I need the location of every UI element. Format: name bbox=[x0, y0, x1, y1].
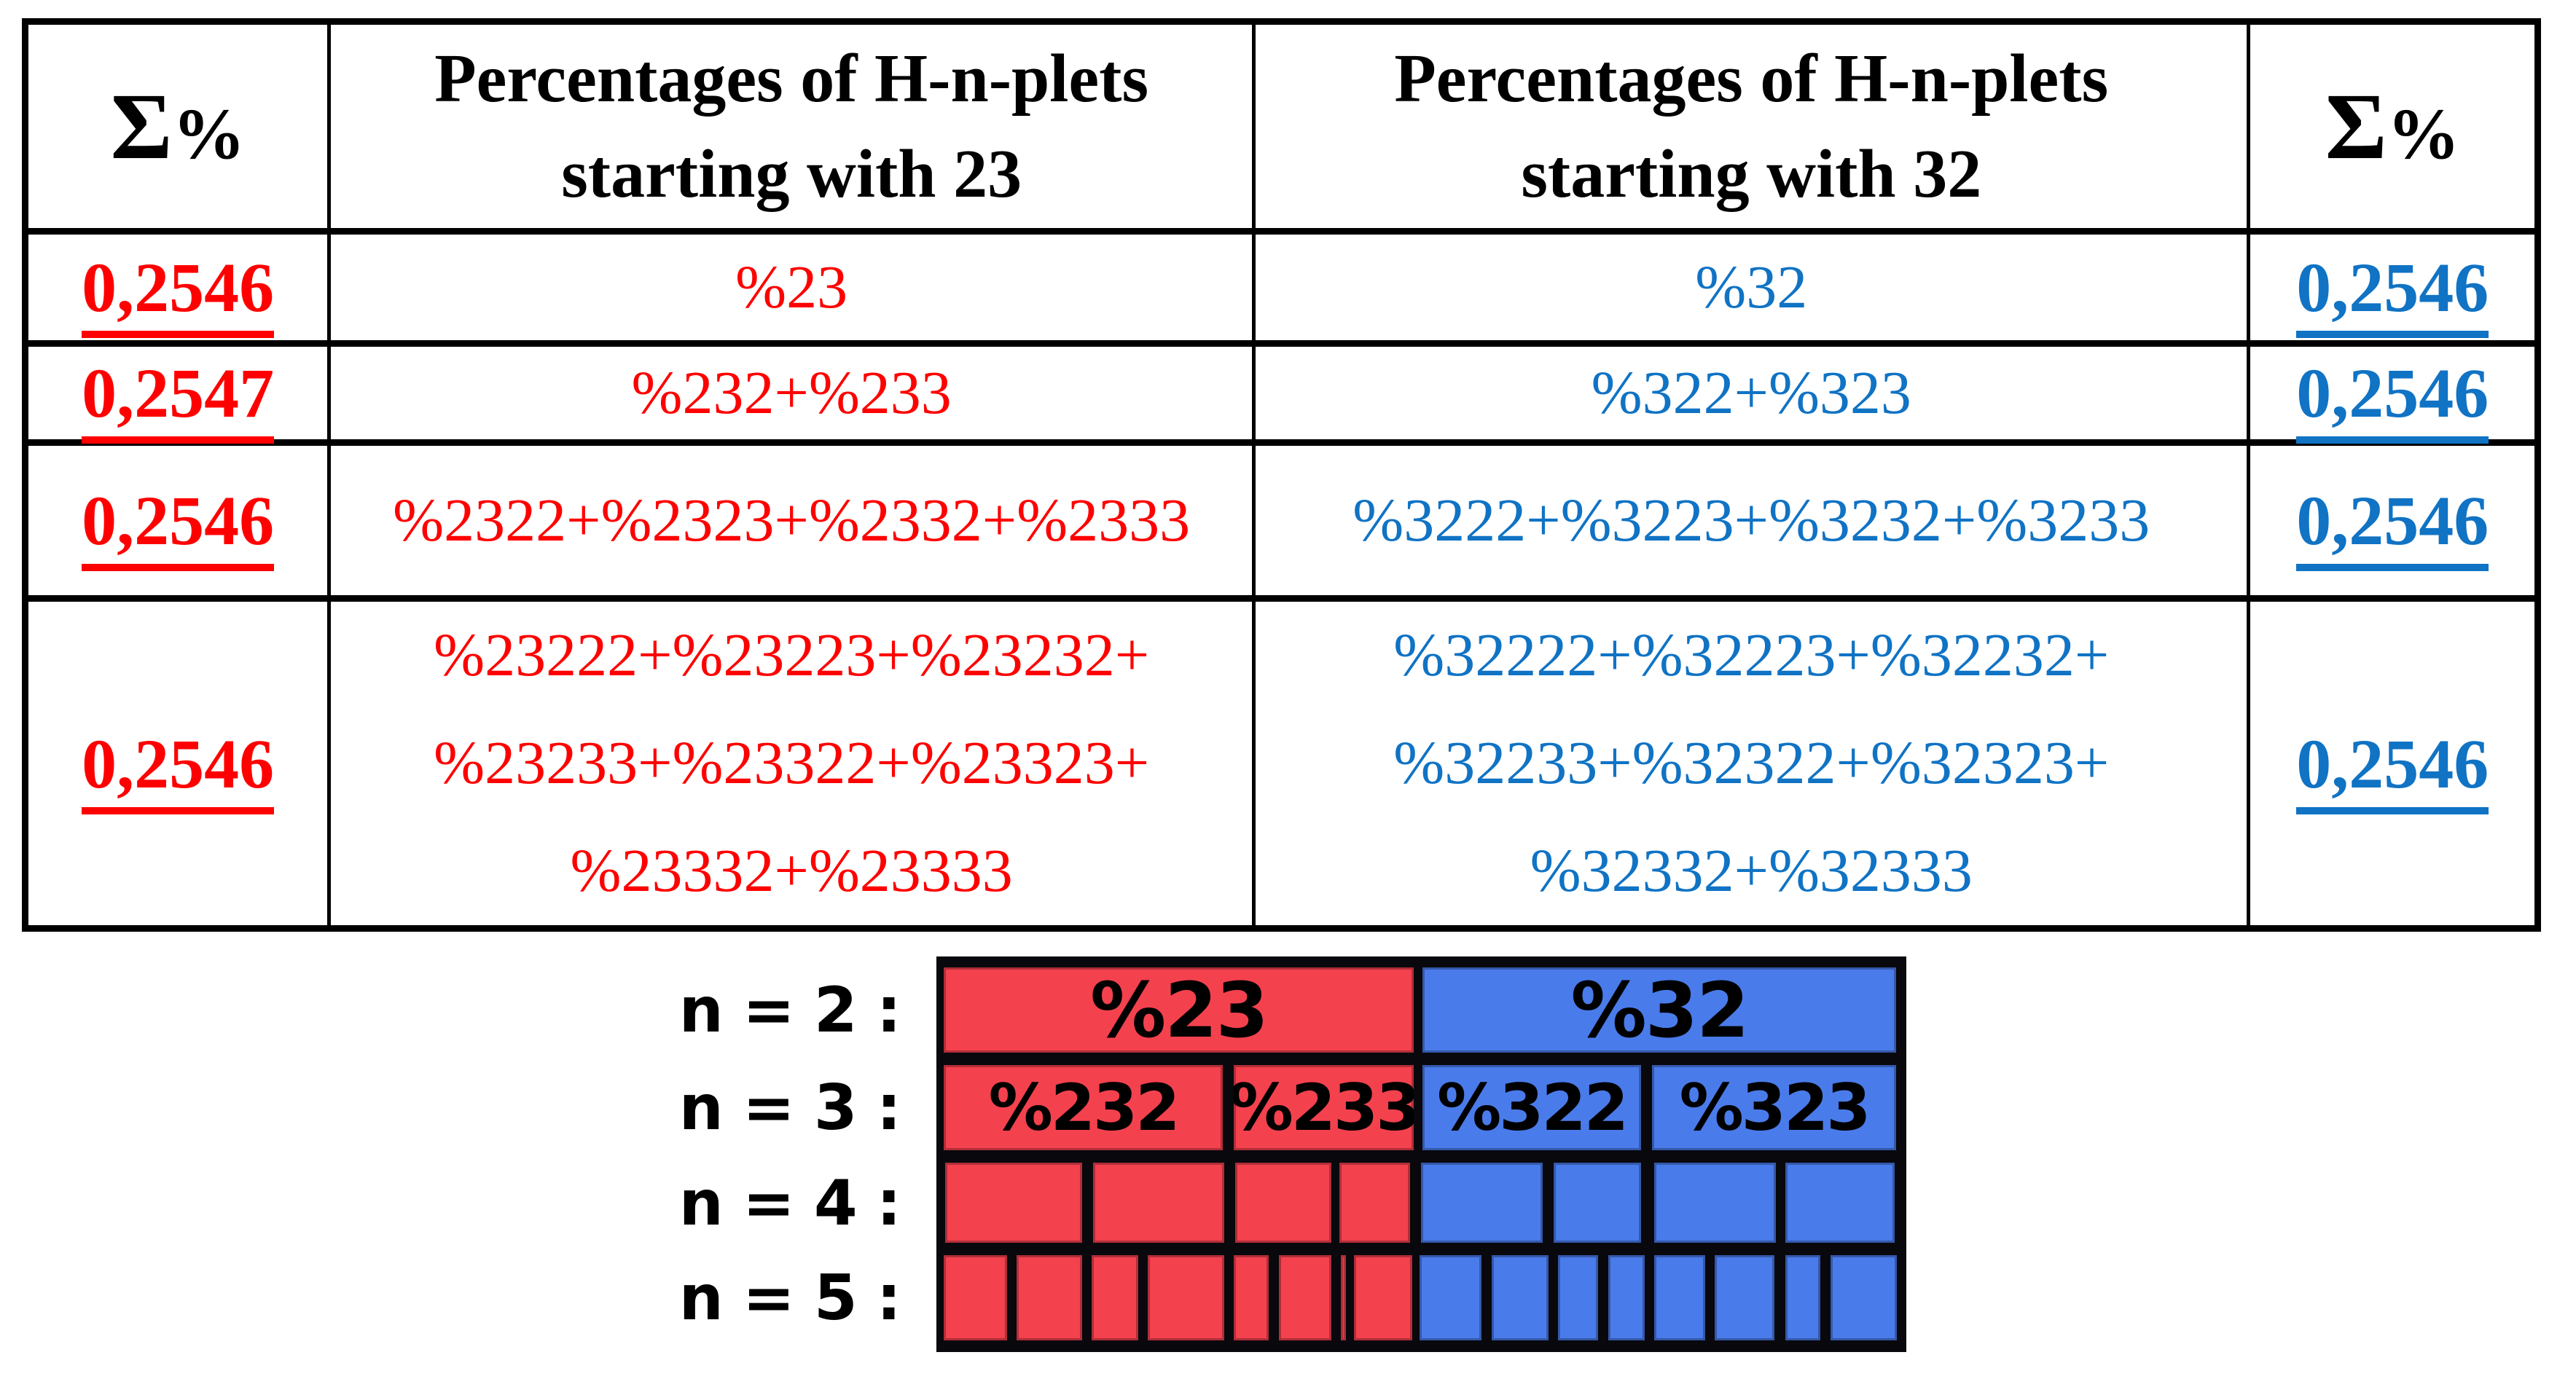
bar-cell bbox=[1608, 1255, 1645, 1341]
sum-right-n4: 0,2546 bbox=[2247, 439, 2540, 602]
formula-32-n2: %32 bbox=[1252, 228, 2251, 347]
bar-cell bbox=[1492, 1255, 1549, 1341]
bar-cell bbox=[1279, 1255, 1331, 1341]
table-row-n2: 0,2546 %23 %32 0,2546 bbox=[23, 228, 2540, 347]
sigma-symbol: Σ bbox=[110, 74, 173, 179]
diagram-label-n2: n = 2 : bbox=[678, 974, 901, 1047]
bar-cell bbox=[1785, 1163, 1895, 1243]
bar-cell bbox=[1420, 1255, 1481, 1341]
sum-left-n4: 0,2546 bbox=[23, 439, 332, 602]
sum-left-n3: 0,2547 bbox=[23, 340, 332, 446]
sigma-symbol: Σ bbox=[2325, 74, 2387, 179]
bar-cell bbox=[1235, 1163, 1331, 1243]
bar-cell bbox=[1714, 1255, 1774, 1341]
bar-cell bbox=[1421, 1163, 1543, 1243]
table-row-n4: 0,2546 %2322+%2323+%2332+%2333 %3222+%32… bbox=[23, 439, 2540, 602]
diagram-row-n2: %23 %32 bbox=[936, 967, 1906, 1053]
header-row: Σ% Percentages of H-n-plets starting wit… bbox=[23, 18, 2540, 235]
bar-cell bbox=[1554, 1163, 1641, 1243]
formula-32-n3: %322+%323 bbox=[1252, 340, 2251, 446]
formula-32-n4: %3222+%3223+%3232+%3233 bbox=[1252, 439, 2251, 602]
bar-cell bbox=[1148, 1255, 1224, 1341]
bar-cell bbox=[944, 1163, 1082, 1243]
formula-23-n4: %2322+%2323+%2332+%2333 bbox=[327, 439, 1256, 602]
bar-cell bbox=[1234, 1255, 1269, 1341]
partition-diagram: %23 %32 %232 %233 %322 %323 bbox=[936, 956, 1906, 1352]
bar-cell bbox=[1654, 1163, 1776, 1243]
header-col-23-line2: starting with 23 bbox=[561, 135, 1022, 212]
formula-23-n2: %23 bbox=[327, 228, 1256, 347]
header-col-23: Percentages of H-n-plets starting with 2… bbox=[327, 18, 1256, 235]
formula-32-n5: %32222+%32223+%32232+ %32233+%32322+%323… bbox=[1252, 595, 2251, 932]
diagram-row-n5 bbox=[936, 1255, 1906, 1341]
sum-right-n3: 0,2546 bbox=[2247, 340, 2540, 446]
table-row-n5: 0,2546 %23222+%23223+%23232+ %23233+%233… bbox=[23, 595, 2540, 932]
header-sum-left: Σ% bbox=[23, 18, 332, 235]
header-col-32-line1: Percentages of H-n-plets bbox=[1394, 40, 2109, 117]
formula-23-n3: %232+%233 bbox=[327, 340, 1256, 446]
header-col-23-line1: Percentages of H-n-plets bbox=[434, 40, 1149, 117]
bar-cell bbox=[1785, 1255, 1820, 1341]
bar-cell-232: %232 bbox=[944, 1064, 1223, 1150]
diagram-row-n4 bbox=[936, 1163, 1906, 1243]
bar-cell bbox=[1092, 1255, 1138, 1341]
bar-cell bbox=[1354, 1255, 1412, 1341]
sum-left-n2: 0,2546 bbox=[23, 228, 332, 347]
bar-cell-323: %323 bbox=[1652, 1064, 1896, 1150]
bar-cell bbox=[1654, 1255, 1705, 1341]
bar-cell bbox=[1017, 1255, 1082, 1341]
diagram-label-n4: n = 4 : bbox=[678, 1167, 901, 1240]
bar-cell bbox=[1831, 1255, 1897, 1341]
bar-cell bbox=[1558, 1255, 1598, 1341]
bar-cell bbox=[1093, 1163, 1224, 1243]
bar-cell-322: %322 bbox=[1422, 1064, 1641, 1150]
bar-cell bbox=[944, 1255, 1007, 1341]
header-col-32: Percentages of H-n-plets starting with 3… bbox=[1252, 18, 2251, 235]
table-row-n3: 0,2547 %232+%233 %322+%323 0,2546 bbox=[23, 340, 2540, 446]
bar-cell-233: %233 bbox=[1234, 1064, 1414, 1150]
percentages-table: Σ% Percentages of H-n-plets starting wit… bbox=[22, 18, 2541, 932]
header-col-32-line2: starting with 32 bbox=[1521, 135, 1982, 212]
diagram-row-n3: %232 %233 %322 %323 bbox=[936, 1064, 1906, 1150]
sum-left-n5: 0,2546 bbox=[23, 595, 332, 932]
formula-23-n5: %23222+%23223+%23232+ %23233+%23322+%233… bbox=[327, 595, 1256, 932]
bar-cell bbox=[1339, 1163, 1410, 1243]
sum-right-n2: 0,2546 bbox=[2247, 228, 2540, 347]
bar-cell bbox=[1341, 1255, 1346, 1341]
bar-cell-32: %32 bbox=[1422, 967, 1896, 1053]
sum-right-n5: 0,2546 bbox=[2247, 595, 2540, 932]
percentages-table-wrap: Σ% Percentages of H-n-plets starting wit… bbox=[22, 18, 2541, 932]
diagram-label-n3: n = 3 : bbox=[678, 1072, 901, 1144]
diagram-label-n5: n = 5 : bbox=[678, 1262, 901, 1335]
bar-cell-23: %23 bbox=[944, 967, 1414, 1053]
header-sum-right: Σ% bbox=[2247, 18, 2540, 235]
